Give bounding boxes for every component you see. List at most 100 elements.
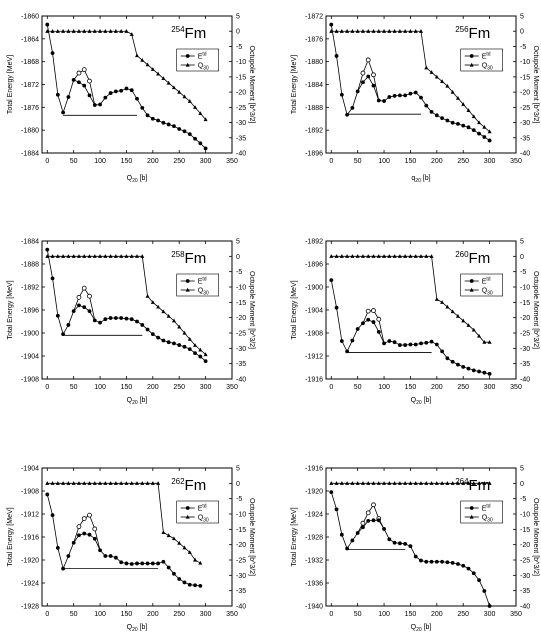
x-tick-label: 350 (226, 158, 238, 165)
energy-point (66, 95, 71, 99)
q30-point (140, 254, 145, 258)
legend-energy-marker (469, 279, 474, 283)
energy-point (419, 95, 423, 100)
q30-point (360, 254, 365, 258)
x-tick-label: 350 (510, 384, 522, 391)
q30-point (193, 343, 198, 347)
q30-point (103, 254, 108, 258)
x-tick-label: 300 (484, 384, 496, 391)
q30-point (193, 557, 198, 562)
x-tick-label: 250 (173, 158, 185, 165)
legend-q30-marker (185, 287, 190, 292)
y-tick-label: -1900 (305, 285, 323, 292)
q30-point (76, 29, 81, 33)
q30-point (129, 254, 134, 258)
energy-point (198, 354, 203, 359)
q30-point (92, 29, 97, 33)
q30-point (419, 29, 423, 33)
x-tick-label: 0 (329, 384, 333, 391)
energy-point (408, 544, 413, 549)
legend-q30-label: Q30 (482, 63, 493, 72)
q30-point (424, 481, 429, 485)
q30-point (445, 83, 450, 88)
energy-point (482, 589, 487, 593)
energy-point (71, 540, 76, 545)
q30-point (471, 481, 476, 485)
energy-point (103, 554, 108, 558)
nucleus-label: 260Fm (455, 250, 490, 267)
y2-tick-label: -25 (236, 558, 246, 565)
legend: Etd Q30 (176, 500, 219, 524)
panel-256Fm: 0 50 100 150 200 250 300 350-1896-1892-1888-188… (291, 14, 539, 185)
energy-point (187, 132, 192, 137)
energy-point (376, 329, 381, 334)
y2-tick-label: -20 (236, 542, 246, 549)
energy-point (150, 561, 155, 566)
energy-point (55, 546, 60, 550)
energy-point (376, 518, 381, 523)
energy-point (397, 541, 402, 546)
y2-tick-label: -5 (236, 44, 242, 51)
energy-point (124, 561, 129, 566)
q30-point (482, 124, 487, 129)
energy-point (124, 316, 129, 321)
energy-point (182, 129, 187, 134)
y-tick-label: -1924 (305, 512, 323, 519)
legend-q30-marker (469, 287, 474, 292)
y2-tick-label: -20 (520, 315, 530, 322)
y2-tick-label: -25 (236, 105, 246, 112)
q30-point (55, 29, 60, 33)
energy-point (55, 313, 60, 318)
energy-point (156, 335, 161, 340)
q30-point (466, 108, 471, 112)
q30-point (382, 254, 387, 258)
energy-point (456, 121, 460, 126)
y-tick-label: -1924 (21, 581, 39, 588)
legend: Etd Q30 (460, 273, 504, 297)
energy-open-point (76, 70, 82, 76)
q30-point (129, 32, 134, 36)
q30-point (198, 111, 203, 116)
energy-point (461, 365, 466, 369)
q30-point (387, 29, 392, 33)
q30-point (177, 89, 182, 94)
y2-tick-label: -25 (520, 105, 530, 112)
y-tick-label: -1900 (21, 331, 39, 338)
q30-point (182, 94, 187, 99)
y-tick-label: -1932 (305, 558, 323, 565)
y-tick-label: -1896 (305, 151, 323, 158)
q30-point (397, 254, 402, 258)
legend: Etd Q30 (176, 273, 219, 297)
q30-point (461, 481, 466, 485)
q30-point (50, 29, 55, 33)
nucleus-label: 254Fm (171, 25, 206, 42)
q30-point (161, 76, 166, 81)
energy-point (461, 563, 466, 568)
energy-point (413, 90, 418, 95)
nucleus-label: 256Fm (455, 25, 490, 42)
q30-point (161, 530, 166, 534)
y2-tick-label: -35 (236, 588, 246, 595)
energy-point (166, 122, 171, 127)
q30-point (329, 254, 334, 258)
q30-point (487, 481, 492, 485)
y2-tick-label: 0 (520, 481, 524, 488)
q30-point (98, 29, 103, 33)
energy-point (77, 303, 81, 308)
energy-point (429, 559, 434, 564)
q30-point (429, 254, 434, 258)
y2-tick-label: -40 (236, 377, 246, 384)
energy-point (371, 518, 376, 523)
energy-point (419, 341, 423, 346)
energy-point (450, 560, 455, 565)
energy-point (161, 559, 166, 564)
y2-tick-label: 0 (520, 29, 524, 36)
energy-point (387, 95, 392, 99)
q30-point (50, 481, 55, 485)
q30-point (339, 481, 344, 485)
y2-tick-label: 5 (236, 14, 240, 21)
energy-open-branch-line (73, 514, 101, 551)
q30-point (382, 29, 387, 33)
energy-point (392, 94, 397, 98)
q30-point (334, 481, 339, 485)
